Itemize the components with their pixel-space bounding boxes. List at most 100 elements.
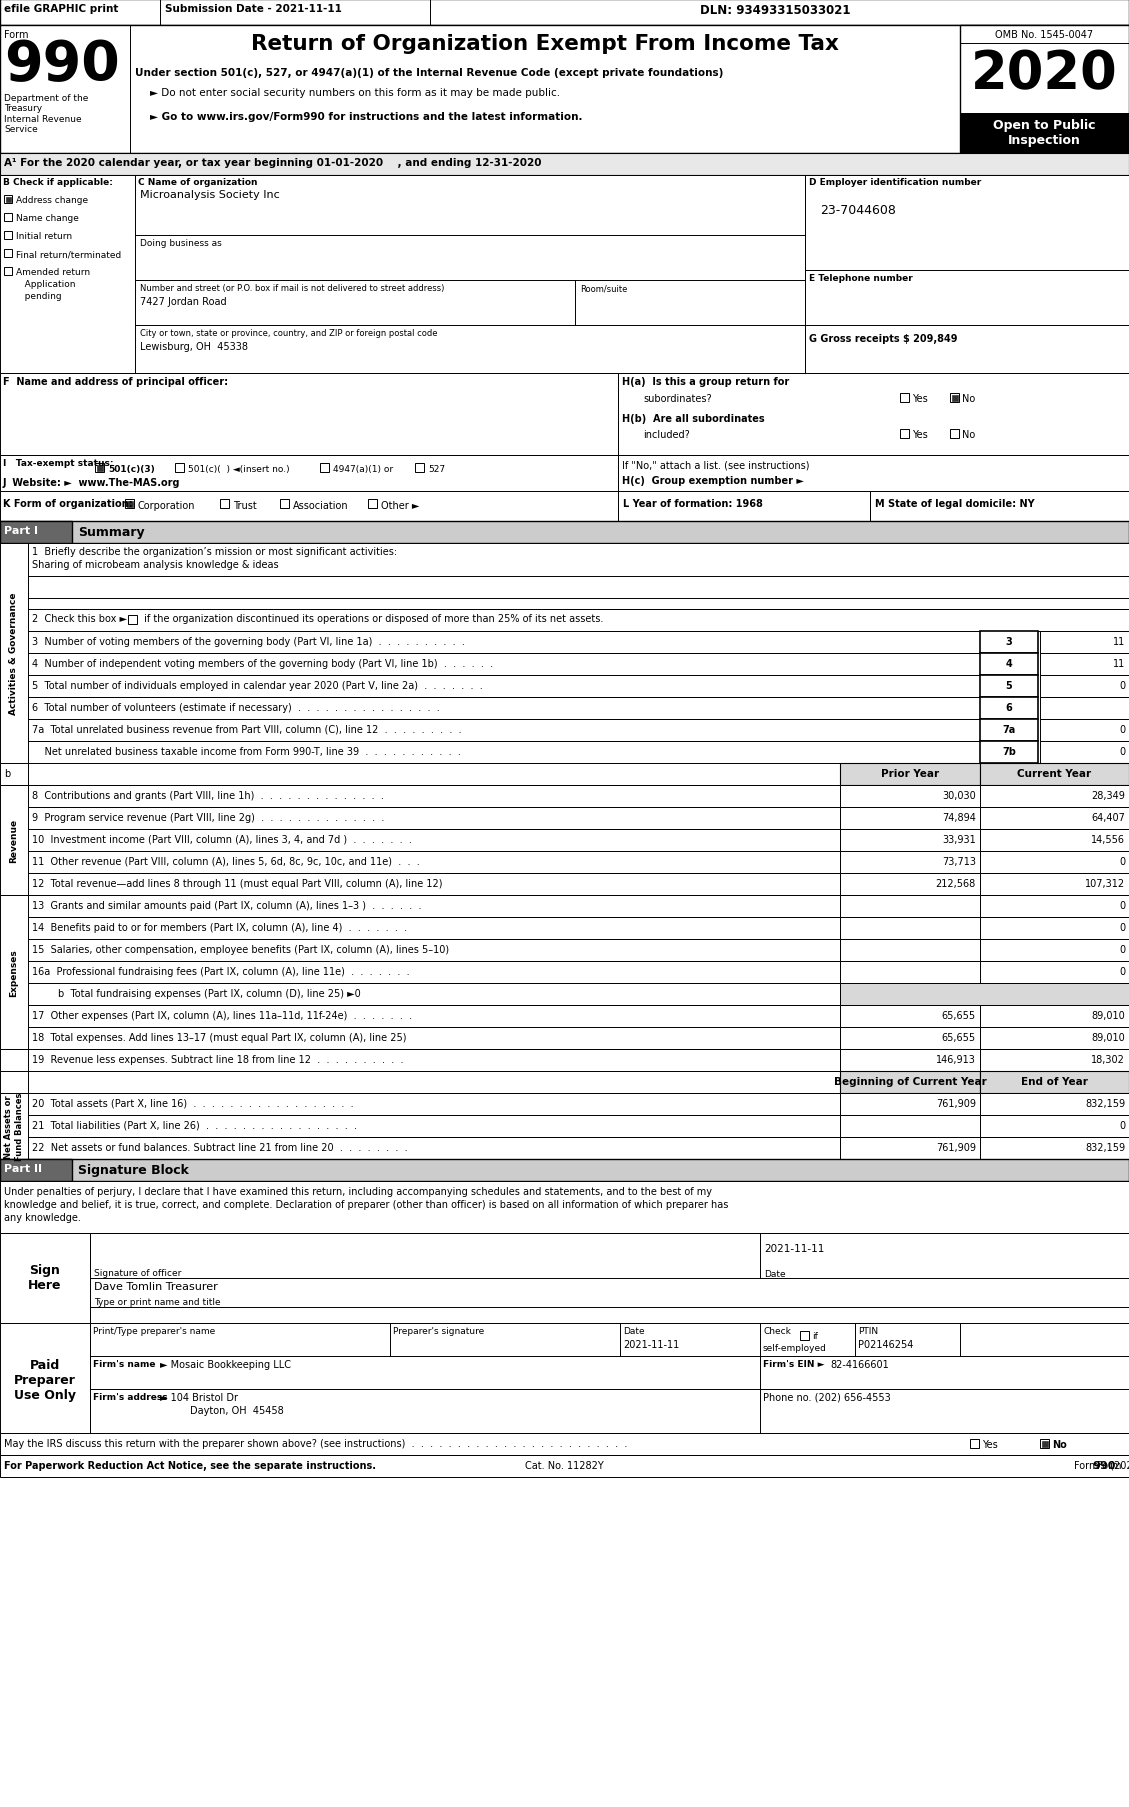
Text: Beginning of Current Year: Beginning of Current Year [833,1077,987,1086]
Bar [980,808,1129,829]
Text: Yes: Yes [912,430,928,439]
Text: Open to Public
Inspection: Open to Public Inspection [992,119,1095,146]
Text: if the organization discontinued its operations or disposed of more than 25% of : if the organization discontinued its ope… [141,614,603,623]
Bar [0,1072,28,1093]
Text: Signature Block: Signature Block [78,1164,189,1176]
Text: 146,913: 146,913 [936,1055,975,1064]
Bar [0,1160,1129,1182]
Bar [28,544,1129,609]
Text: E Telephone number: E Telephone number [809,275,912,284]
Text: No: No [1052,1438,1067,1449]
Text: 22  Net assets or fund balances. Subtract line 21 from line 20  .  .  .  .  .  .: 22 Net assets or fund balances. Subtract… [32,1142,408,1153]
Bar [320,464,329,473]
Text: Doing business as: Doing business as [140,239,221,248]
Text: If "No," attach a list. (see instructions): If "No," attach a list. (see instruction… [622,459,809,470]
Bar [980,741,1038,764]
Text: 2021-11-11: 2021-11-11 [764,1243,824,1254]
Text: L Year of formation: 1968: L Year of formation: 1968 [623,499,763,510]
Bar [980,1050,1129,1072]
Bar [135,175,805,374]
Text: 0: 0 [1119,1120,1124,1131]
Bar [28,851,840,873]
Text: 89,010: 89,010 [1092,1010,1124,1021]
Bar [980,786,1129,808]
Text: Trust: Trust [233,501,256,511]
Bar [0,522,1129,544]
Text: 6: 6 [1006,703,1013,712]
Bar [28,1050,840,1072]
Bar [90,1323,1129,1433]
Bar [1040,719,1129,741]
Bar [28,983,840,1005]
Text: Cat. No. 11282Y: Cat. No. 11282Y [525,1460,603,1471]
Text: 2  Check this box ►: 2 Check this box ► [32,614,126,623]
Bar [28,1115,840,1137]
Bar [840,1028,980,1050]
Text: Final return/terminated: Final return/terminated [16,249,121,258]
Bar [840,1093,980,1115]
Text: Room/suite: Room/suite [580,284,628,293]
Bar [0,786,28,896]
Text: Department of the
Treasury
Internal Revenue
Service: Department of the Treasury Internal Reve… [5,94,88,134]
Text: ► 104 Bristol Dr: ► 104 Bristol Dr [160,1391,238,1402]
Bar [900,394,909,403]
Bar [840,873,980,896]
Text: 74,894: 74,894 [942,813,975,822]
Text: knowledge and belief, it is true, correct, and complete. Declaration of preparer: knowledge and belief, it is true, correc… [5,1200,728,1209]
Text: Sharing of microbeam analysis knowledge & ideas: Sharing of microbeam analysis knowledge … [32,560,279,569]
Bar [0,1093,28,1160]
Bar [1040,676,1129,698]
Text: Under penalties of perjury, I declare that I have examined this return, includin: Under penalties of perjury, I declare th… [5,1187,712,1196]
Text: if: if [812,1332,817,1341]
Bar [0,1323,90,1433]
Text: Name change: Name change [16,213,79,222]
Text: A¹ For the 2020 calendar year, or tax year beginning 01-01-2020    , and ending : A¹ For the 2020 calendar year, or tax ye… [5,157,542,168]
Text: (2020): (2020) [1108,1460,1129,1471]
Bar [0,1160,72,1182]
Bar [5,213,12,222]
Text: 8  Contributions and grants (Part VIII, line 1h)  .  .  .  .  .  .  .  .  .  .  : 8 Contributions and grants (Part VIII, l… [32,791,384,801]
Bar [960,25,1129,154]
Bar [28,786,840,808]
Text: 19  Revenue less expenses. Subtract line 18 from line 12  .  .  .  .  .  .  .  .: 19 Revenue less expenses. Subtract line … [32,1055,403,1064]
Bar [840,961,980,983]
Text: 4  Number of independent voting members of the governing body (Part VI, line 1b): 4 Number of independent voting members o… [32,658,493,669]
Bar [900,430,909,439]
Text: 0: 0 [1119,857,1124,867]
Text: Net unrelated business taxable income from Form 990-T, line 39  .  .  .  .  .  .: Net unrelated business taxable income fr… [32,746,461,757]
Text: Association: Association [294,501,349,511]
Text: Date: Date [764,1269,786,1278]
Text: 212,568: 212,568 [936,878,975,889]
Text: G Gross receipts $ 209,849: G Gross receipts $ 209,849 [809,334,957,343]
Bar [0,764,28,786]
Text: 18  Total expenses. Add lines 13–17 (must equal Part IX, column (A), line 25): 18 Total expenses. Add lines 13–17 (must… [32,1032,406,1043]
Bar [840,786,980,808]
Bar [970,1438,979,1447]
Text: Part I: Part I [5,526,38,535]
Text: 9  Program service revenue (Part VIII, line 2g)  .  .  .  .  .  .  .  .  .  .  .: 9 Program service revenue (Part VIII, li… [32,813,384,822]
Text: 0: 0 [1119,900,1124,911]
Text: Form: Form [1074,1460,1102,1471]
Text: 73,713: 73,713 [942,857,975,867]
Bar [840,940,980,961]
Bar [980,896,1129,918]
Bar [5,231,12,240]
Text: 16a  Professional fundraising fees (Part IX, column (A), line 11e)  .  .  .  .  : 16a Professional fundraising fees (Part … [32,967,410,976]
Text: ► Go to www.irs.gov/Form990 for instructions and the latest information.: ► Go to www.irs.gov/Form990 for instruct… [150,112,583,121]
Text: 11: 11 [1113,636,1124,647]
Text: 832,159: 832,159 [1085,1142,1124,1153]
Text: 761,909: 761,909 [936,1142,975,1153]
Bar [28,609,1129,632]
Bar [5,249,12,258]
Text: 832,159: 832,159 [1085,1099,1124,1108]
Text: May the IRS discuss this return with the preparer shown above? (see instructions: May the IRS discuss this return with the… [5,1438,628,1447]
Text: ► Mosaic Bookkeeping LLC: ► Mosaic Bookkeeping LLC [160,1359,291,1370]
Text: 28,349: 28,349 [1091,791,1124,801]
Text: ► Do not enter social security numbers on this form as it may be made public.: ► Do not enter social security numbers o… [150,89,560,98]
Bar [840,1005,980,1028]
Bar [0,154,1129,175]
Bar [28,873,840,896]
Bar [800,1332,809,1341]
Text: 17  Other expenses (Part IX, column (A), lines 11a–11d, 11f-24e)  .  .  .  .  . : 17 Other expenses (Part IX, column (A), … [32,1010,412,1021]
Bar [28,741,980,764]
